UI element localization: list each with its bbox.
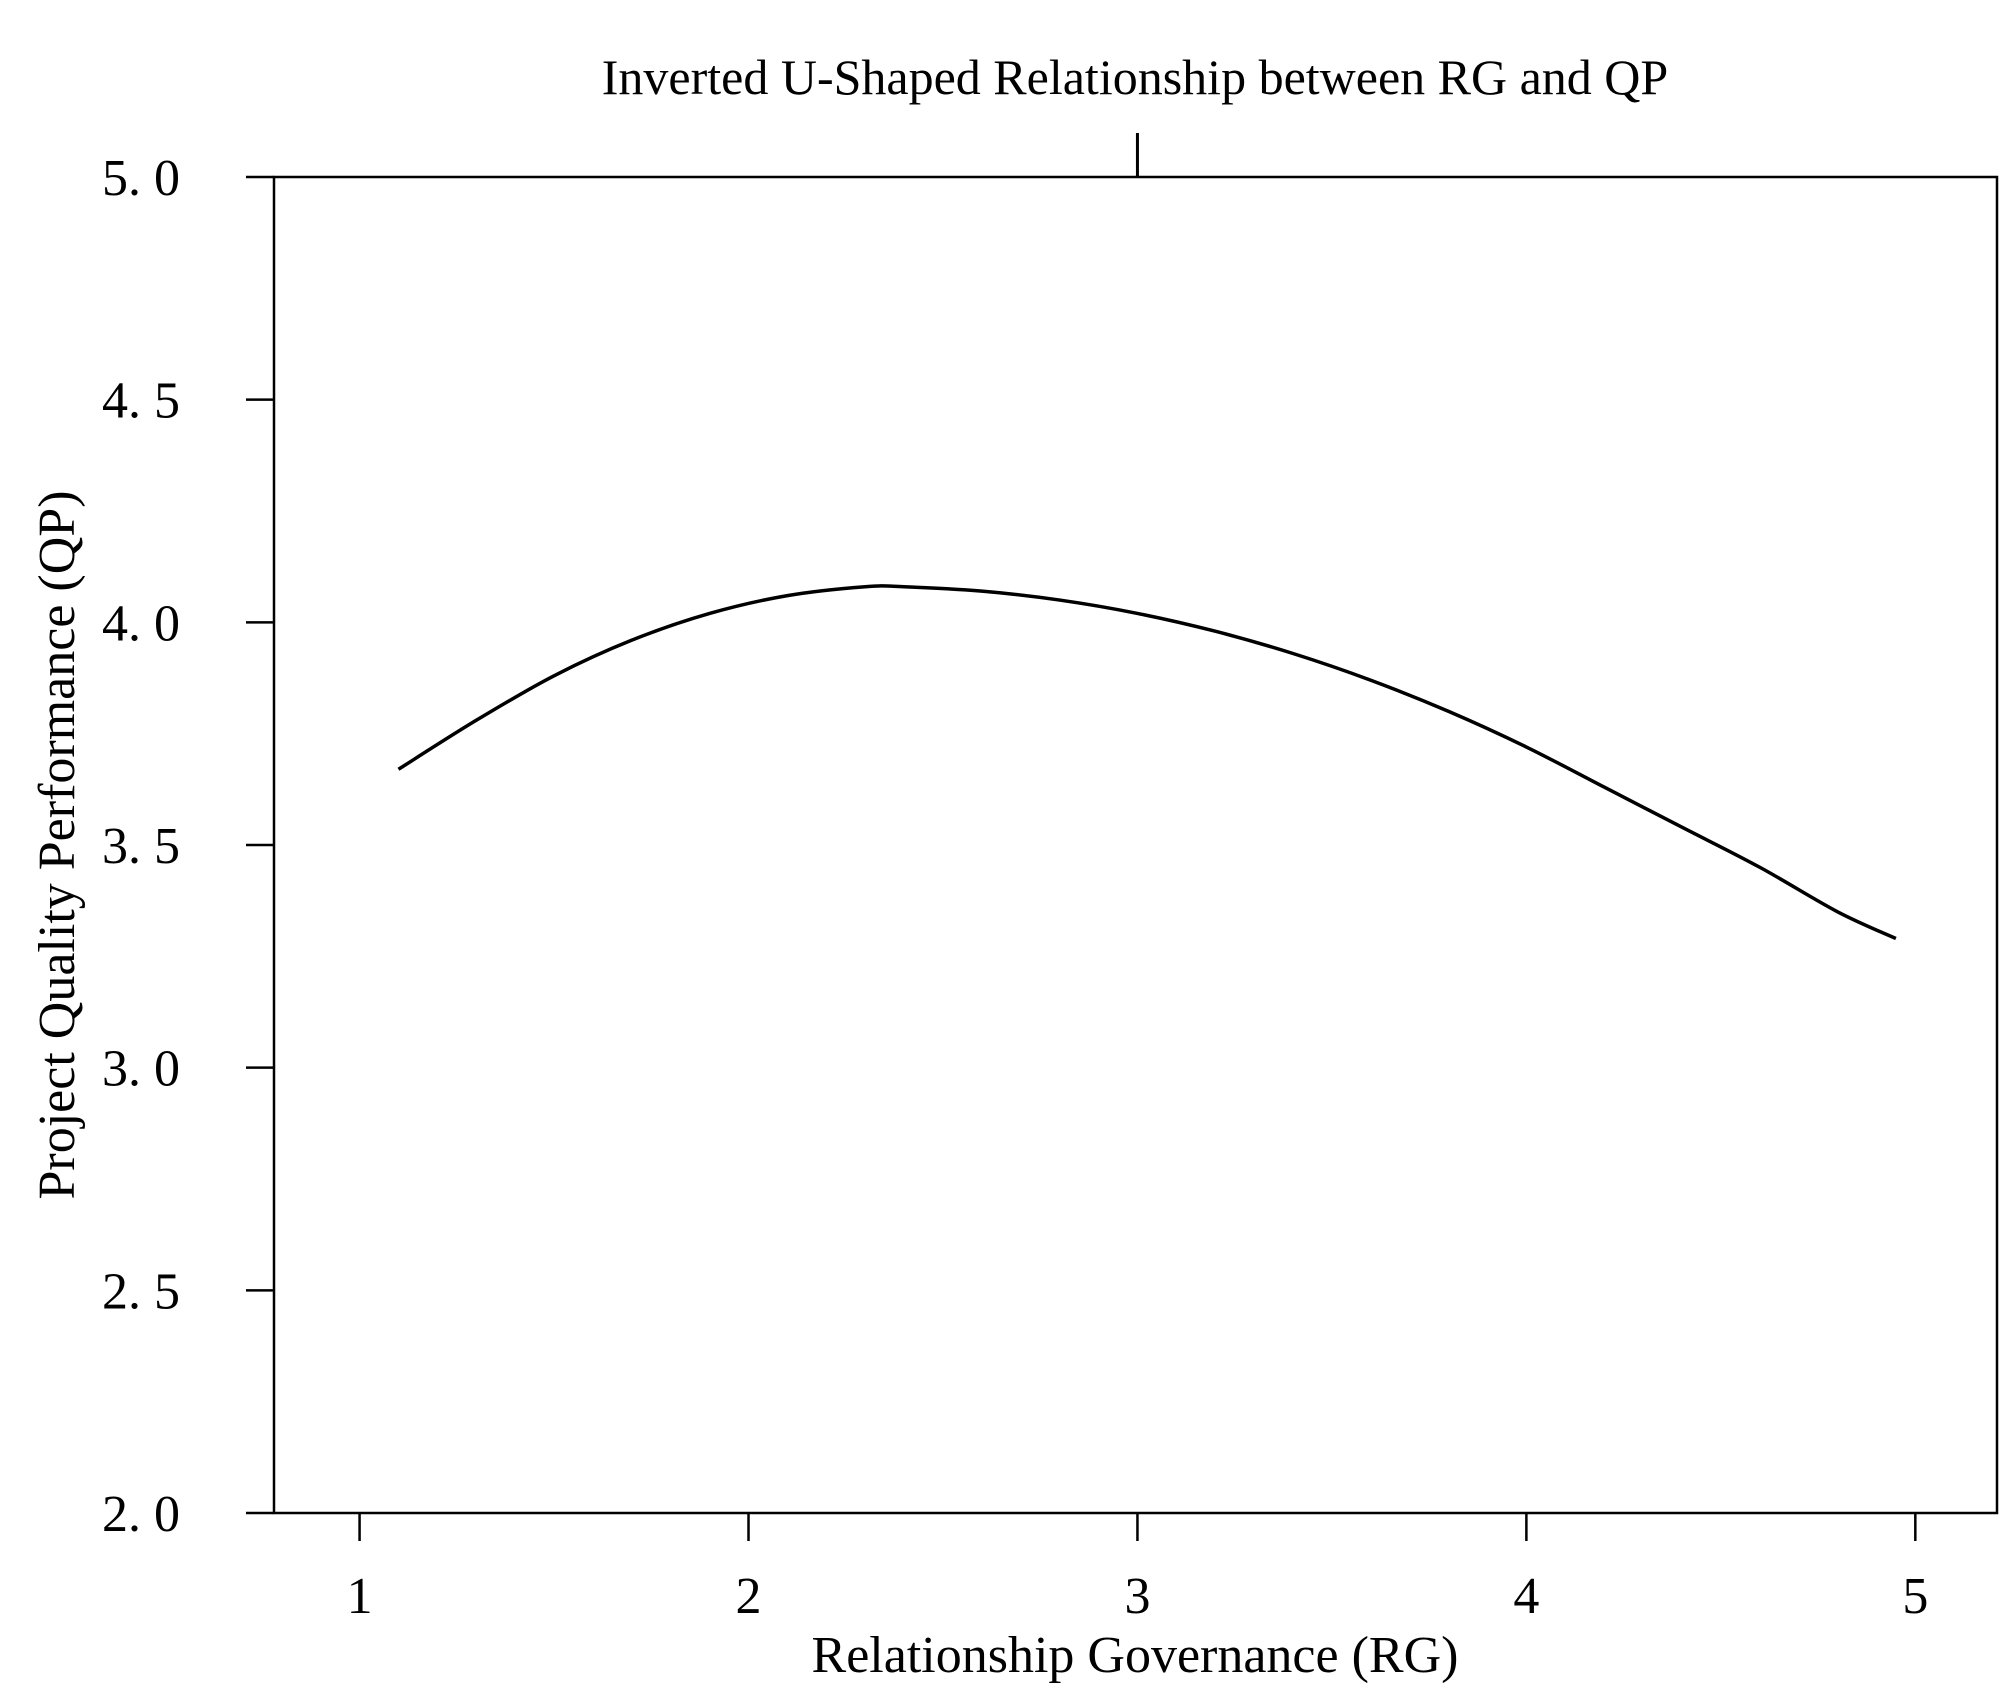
- x-tick-label: 2: [736, 1568, 762, 1625]
- y-tick-label: 3. 5: [102, 818, 180, 875]
- x-tick-label: 5: [1902, 1568, 1928, 1625]
- x-axis-label: Relationship Governance (RG): [812, 1627, 1459, 1684]
- y-tick-label: 2. 5: [102, 1263, 180, 1320]
- y-tick-label: 5. 0: [102, 150, 180, 207]
- y-axis-label: Project Quality Performance (QP): [29, 490, 86, 1199]
- plot-frame: [272, 175, 1999, 1515]
- y-tick-label: 4. 0: [102, 595, 180, 652]
- x-tick-label: 4: [1513, 1568, 1539, 1625]
- y-tick-label: 2. 0: [102, 1486, 180, 1543]
- x-tick-label: 3: [1124, 1568, 1150, 1625]
- y-axis-ticks: 2. 0 2. 5 3. 0 3. 5 4. 0 4. 5 5. 0: [102, 150, 274, 1543]
- series-lines: [397, 584, 1897, 941]
- y-tick-label: 4. 5: [102, 373, 180, 430]
- series-line-0: [397, 584, 1897, 941]
- y-tick-label: 3. 0: [102, 1041, 180, 1098]
- x-axis-ticks: 1 2 3 4 5: [347, 1513, 1928, 1625]
- x-tick-label: 1: [347, 1568, 373, 1625]
- chart-title: Inverted U-Shaped Relationship between R…: [602, 49, 1668, 105]
